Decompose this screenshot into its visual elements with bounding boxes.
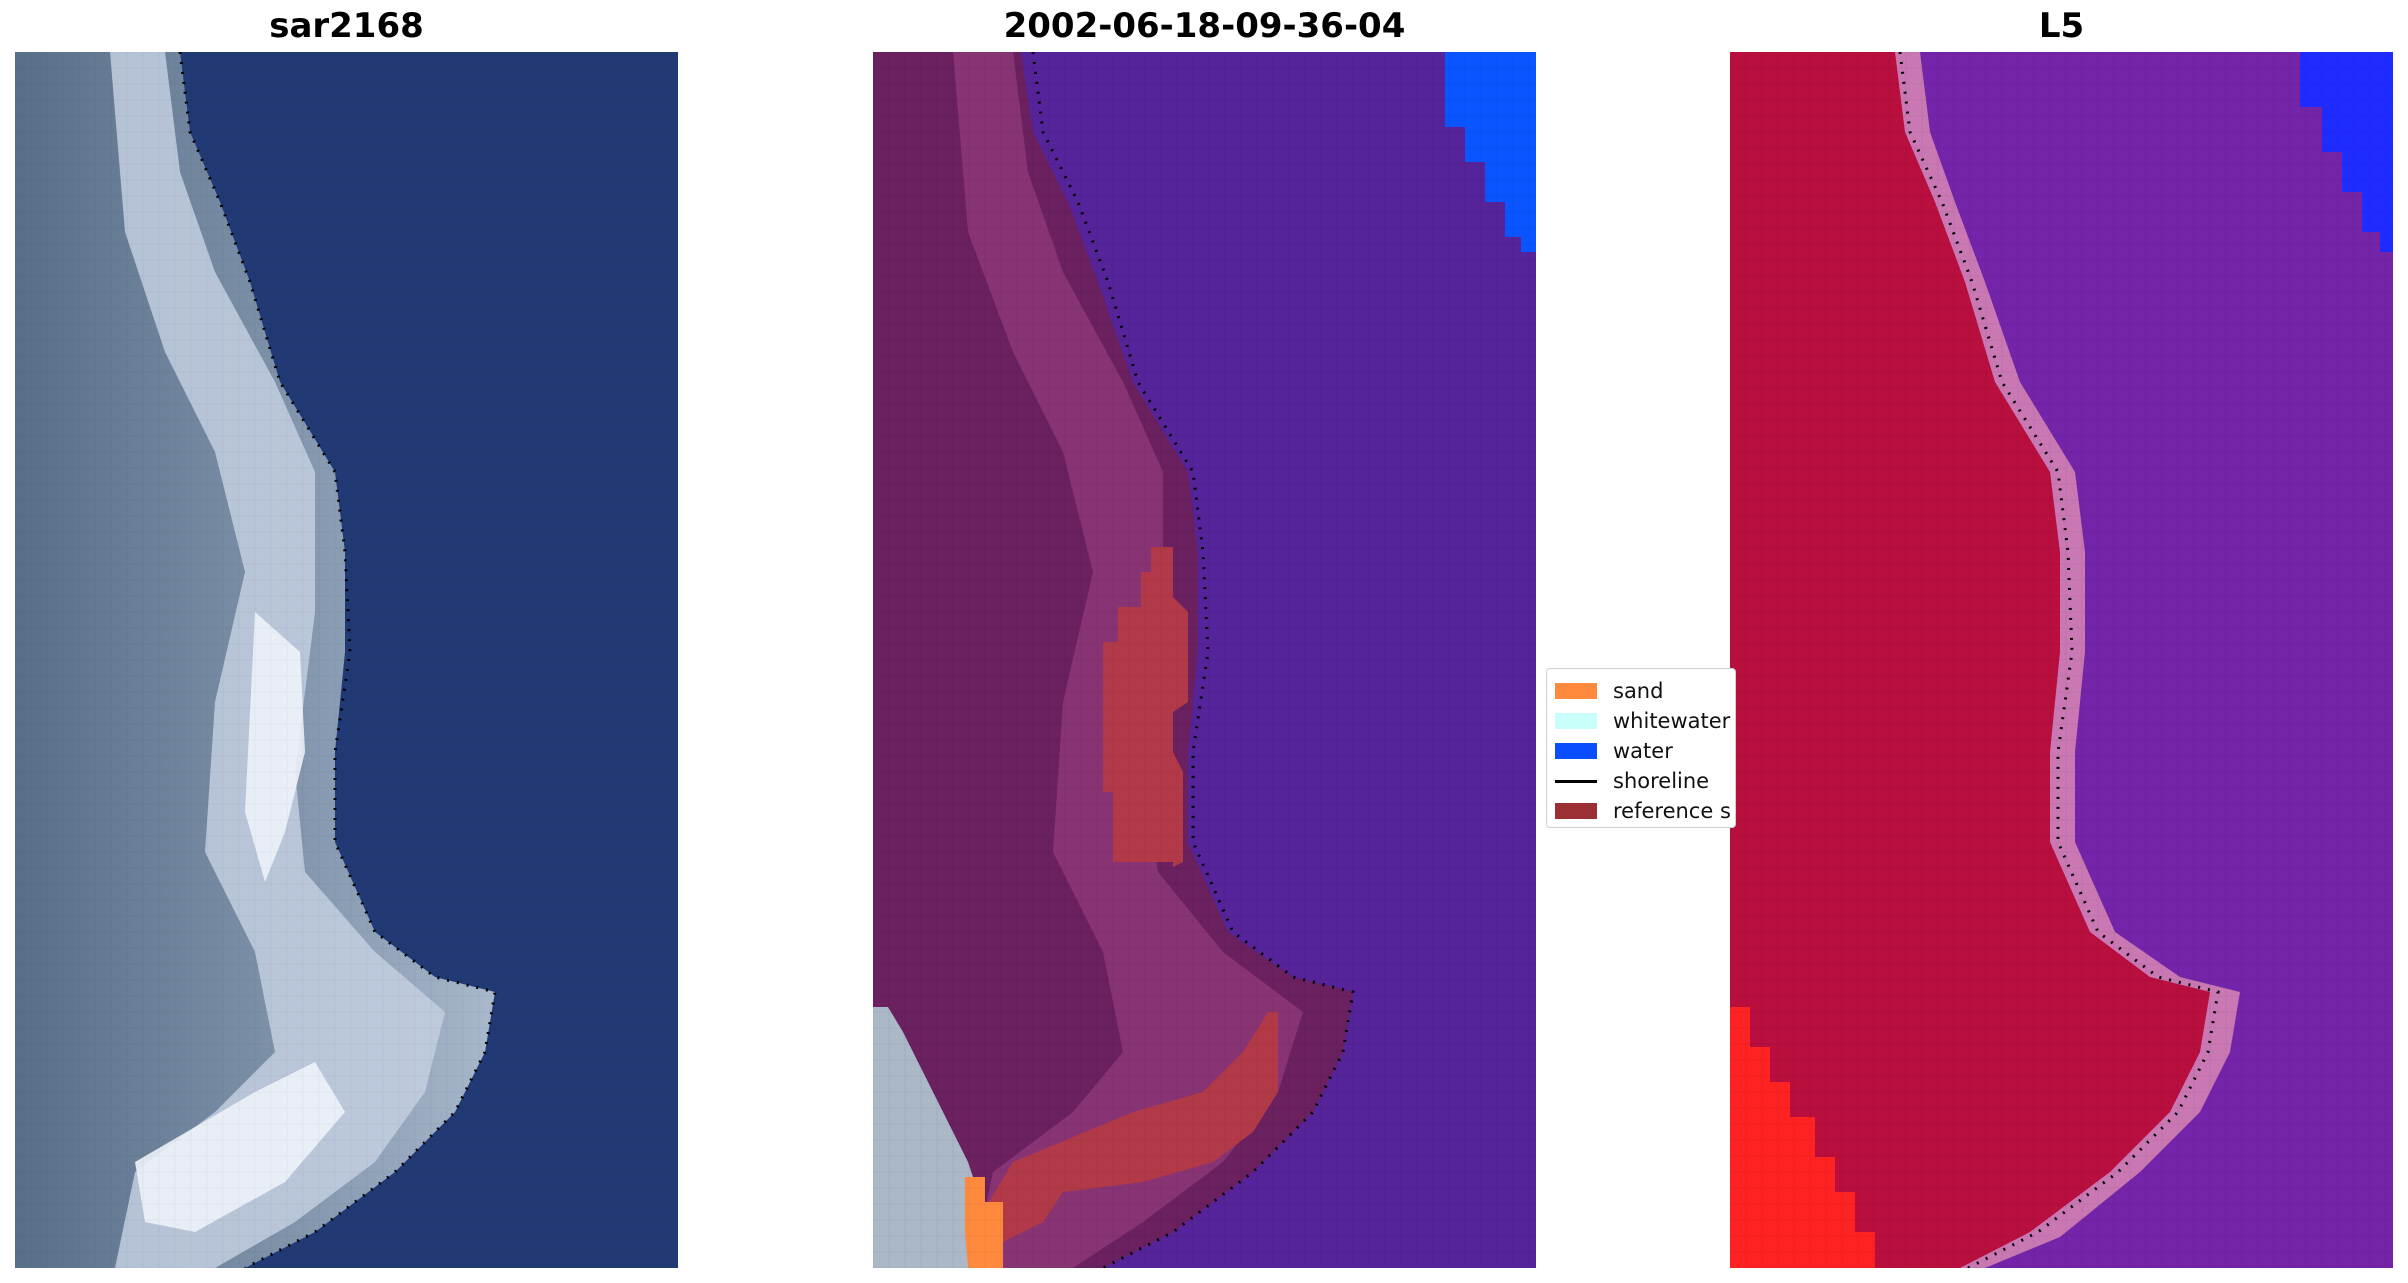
panel-title-rgb: sar2168	[269, 6, 424, 46]
pixel-grid	[873, 52, 1536, 1268]
legend-label-reference: reference s	[1613, 799, 1731, 823]
shoreline-swatch	[1555, 779, 1597, 783]
classification-image	[873, 52, 1536, 1268]
panel-title-classification: 2002-06-18-09-36-04	[1003, 6, 1406, 46]
legend-label-sand: sand	[1613, 679, 1664, 703]
index-panel	[1730, 52, 2393, 1268]
legend-label-shoreline: shoreline	[1613, 769, 1710, 793]
rgb-image	[15, 52, 678, 1268]
whitewater-swatch	[1555, 713, 1597, 729]
rgb-image-panel	[15, 52, 678, 1268]
shoreline-classification	[1031, 52, 1355, 1268]
shoreline-index	[1898, 52, 2220, 1268]
legend-item-reference: reference s	[1555, 796, 1731, 826]
shoreline-rgb	[178, 52, 497, 1268]
index-image	[1730, 52, 2393, 1268]
legend-label-water: water	[1613, 739, 1673, 763]
legend: sand whitewater water shoreline referenc…	[1546, 668, 1736, 828]
sand-swatch	[1555, 683, 1597, 699]
water-swatch	[1555, 743, 1597, 759]
pixel-grid	[1730, 52, 2393, 1268]
legend-item-water: water	[1555, 736, 1673, 766]
pixel-grid	[15, 52, 678, 1268]
classification-panel	[873, 52, 1536, 1268]
legend-item-whitewater: whitewater	[1555, 706, 1730, 736]
legend-label-whitewater: whitewater	[1613, 709, 1731, 733]
reference-swatch	[1555, 803, 1597, 819]
legend-item-shoreline: shoreline	[1555, 766, 1709, 796]
panel-title-index: L5	[2038, 6, 2085, 46]
legend-item-sand: sand	[1555, 676, 1663, 706]
